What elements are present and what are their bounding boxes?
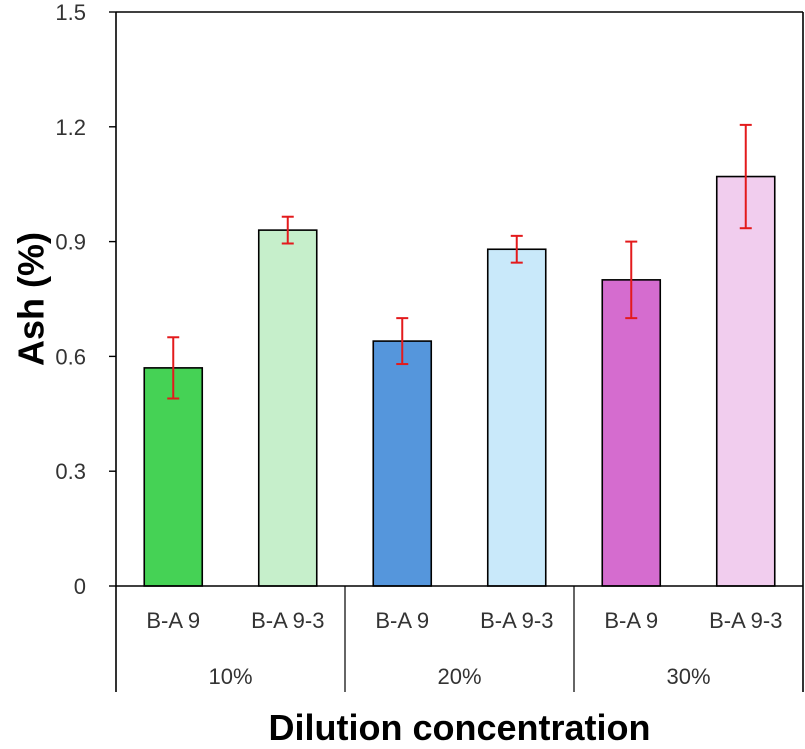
- x-labels-layer: B-A 9 B-A 9-3 B-A 9 B-A 9-3 B-A 9 B-A 9-3 10% 2…: [146, 608, 782, 689]
- x-group-label-3: 30%: [666, 664, 710, 689]
- y-tick-label-1: 0: [74, 574, 86, 599]
- bars-layer: [143, 175, 776, 587]
- x-category-label-5: B-A 9: [604, 608, 658, 633]
- axes-layer: [115, 11, 804, 692]
- x-category-label-4: B-A 9-3: [480, 608, 553, 633]
- bar-3: [372, 340, 433, 587]
- x-category-label-3: B-A 9: [375, 608, 429, 633]
- x-category-label-1: B-A 9: [146, 608, 200, 633]
- y-tick-label-3: 0.6: [55, 344, 86, 369]
- y-tick-label-6: 1.5: [55, 0, 86, 25]
- bar-1: [143, 367, 204, 587]
- x-group-label-2: 20%: [437, 664, 481, 689]
- bar-6: [715, 175, 776, 587]
- x-category-label-2: B-A 9-3: [251, 608, 324, 633]
- y-tick-label-4: 0.9: [55, 230, 86, 255]
- y-tick-label-2: 0.3: [55, 459, 86, 484]
- error-bars-layer: [167, 123, 752, 400]
- x-group-label-1: 10%: [208, 664, 252, 689]
- bar-4: [486, 248, 547, 587]
- y-tick-label-5: 1.2: [55, 115, 86, 140]
- y-axis-title: Ash (%): [11, 232, 52, 366]
- bar-5: [601, 279, 662, 587]
- x-category-label-6: B-A 9-3: [709, 608, 782, 633]
- x-axis-title: Dilution concentration: [269, 707, 651, 748]
- y-ticks-layer: 0 0.3 0.6 0.9 1.2 1.5: [55, 0, 116, 599]
- bar-2: [257, 229, 318, 587]
